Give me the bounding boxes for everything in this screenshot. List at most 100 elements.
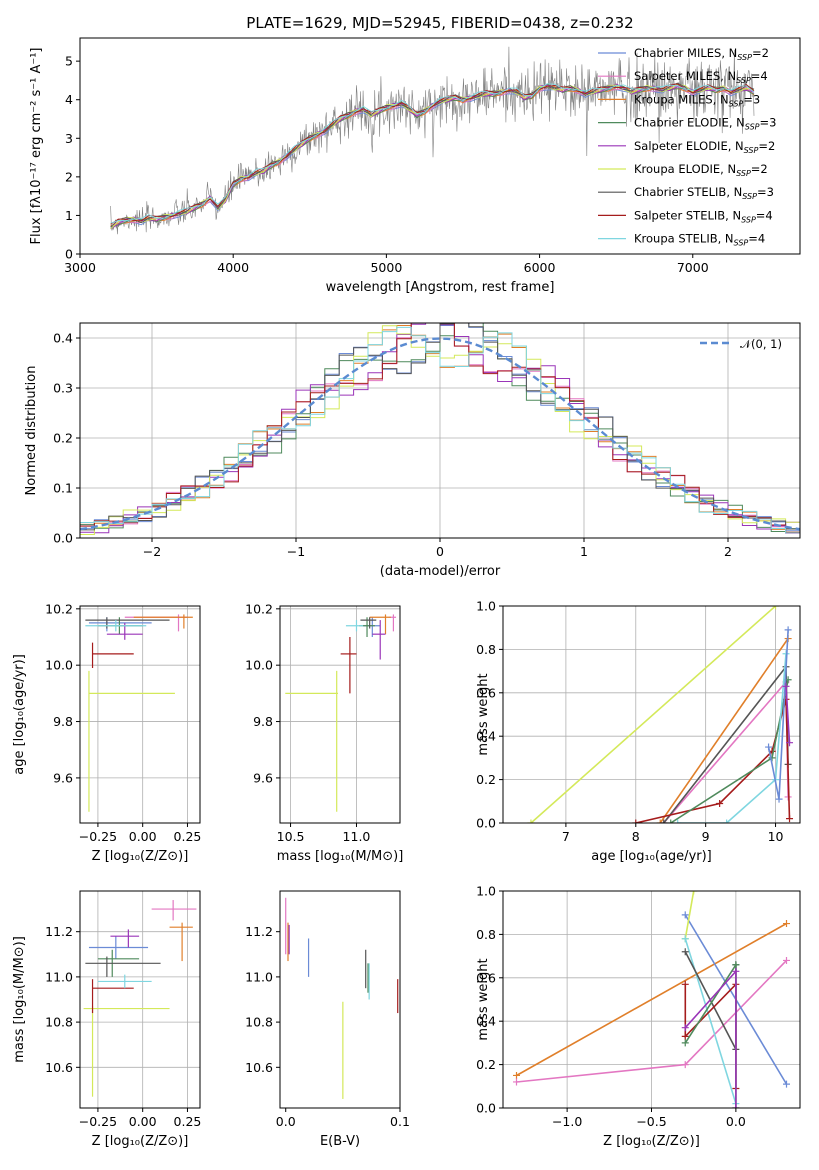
y-tick-label: 0.2 [476, 1057, 496, 1072]
mass-weight-point-chabrier_elodie [681, 1039, 689, 1047]
mass-weight-point-salpeter_elodie [681, 1024, 689, 1032]
x-tick-label: 0.1 [390, 1114, 410, 1129]
y-tick-label: 0.2 [53, 431, 73, 446]
mass-weight-point-salpeter_elodie [732, 967, 740, 975]
residual-histogram-salpeter_stelib [80, 323, 800, 533]
axes-frame [279, 890, 401, 1109]
y-tick-label: 11.0 [245, 969, 273, 984]
x-tick-label: 3000 [64, 260, 96, 275]
y-tick-label: 3 [65, 131, 73, 146]
axes-frame [502, 605, 801, 824]
mass-weight-line-kroupa_stelib [684, 938, 737, 1104]
mass-weight-point-salpeter_stelib [681, 980, 689, 988]
mass-weight-line-kroupa_elodie [684, 891, 695, 939]
mass-weight-point-kroupa_stelib [681, 935, 689, 943]
x-tick-label: 9 [702, 829, 710, 844]
plot-area-age-vs-mass [285, 614, 397, 812]
x-tick-label: 8 [632, 829, 640, 844]
mass-weight-point-chabrier_miles [681, 911, 689, 919]
x-tick-label: 0.25 [174, 829, 202, 844]
plot-area-spectrum [110, 46, 755, 235]
legend-entry: Salpeter ELODIE, NSSP=2 [634, 139, 775, 155]
spectrum-legend: Chabrier MILES, NSSP=2 Salpeter MILES, NS… [598, 46, 776, 248]
panel-age-vs-mass: 10.5 11.0 9.6 9.8 10.0 10.2 mass [log₁₀(M/M⊙)] [245, 601, 403, 864]
y-tick-label: 0.6 [476, 685, 496, 700]
mass-weight-line-kroupa_miles [516, 922, 787, 1077]
figure-title: PLATE=1629, MJD=52945, FIBERID=0438, z=0… [246, 14, 633, 32]
model-spectrum-salpeter_stelib [110, 83, 755, 225]
y-tick-label: 0.4 [476, 1014, 496, 1029]
y-tick-label: 10.0 [245, 658, 273, 673]
y-tick-label: 0.0 [53, 531, 73, 546]
x-axis-label: Z [log₁₀(Z/Z⊙)] [92, 1134, 189, 1149]
y-tick-label: 1 [65, 208, 73, 223]
mass-weight-point-kroupa_stelib [674, 819, 682, 823]
gaussian-curve [80, 337, 800, 531]
x-tick-label: 0 [436, 544, 444, 559]
y-tick-label: 0.3 [53, 381, 73, 396]
mass-weight-point-chabrier_elodie [667, 819, 675, 823]
y-tick-label: 0.2 [476, 772, 496, 787]
mass-weight-point-salpeter_stelib [632, 819, 640, 823]
plot-area-mass-vs-Z [83, 900, 197, 1097]
legend-entry: Salpeter STELIB, NSSP=4 [634, 208, 773, 224]
mass-weight-point-chabrier_miles [784, 626, 792, 634]
panel-mass-weight-vs-Z: −1.0 −0.5 0.0 0.0 0.2 0.4 0.6 0.8 1.0 Z [log₁₀(Z/… [476, 884, 801, 1149]
mass-weight-point-salpeter_stelib [681, 1032, 689, 1040]
axes-frame [79, 890, 201, 1109]
mass-weight-point-salpeter_elodie [782, 682, 790, 690]
axes-frame [79, 322, 801, 539]
mass-weight-point-chabrier_stelib [660, 819, 668, 823]
mass-weight-point-chabrier_miles [783, 1080, 790, 1088]
x-tick-label: −2 [143, 544, 161, 559]
mass-weight-point-chabrier_miles [775, 795, 783, 803]
y-tick-label: 0.8 [476, 642, 496, 657]
legend-entry: Chabrier ELODIE, NSSP=3 [634, 116, 776, 132]
y-tick-label: 10.2 [45, 601, 73, 616]
x-tick-label: −0.25 [79, 1114, 117, 1129]
x-tick-label: −0.5 [636, 1114, 666, 1129]
y-tick-label: 11.2 [245, 924, 273, 939]
legend-entry: Chabrier MILES, NSSP=2 [634, 46, 769, 62]
x-axis-label: E(B-V) [320, 1134, 360, 1149]
y-axis-label: Flux [fλ10⁻¹⁷ erg cm⁻² s⁻¹ A⁻¹] [29, 48, 44, 245]
y-axis-label: age [log₁₀(age/yr)] [12, 654, 27, 775]
mass-weight-line-kroupa_stelib [677, 653, 787, 823]
x-tick-label: 10 [768, 829, 784, 844]
mass-weight-point-salpeter_miles [783, 956, 790, 964]
x-tick-label: 5000 [370, 260, 402, 275]
mass-weight-line-kroupa_miles [659, 638, 789, 823]
mass-weight-point-kroupa_elodie [690, 891, 698, 895]
y-tick-label: 10.2 [245, 601, 273, 616]
x-tick-label: 0.00 [129, 829, 157, 844]
mass-weight-point-salpeter_elodie [732, 1104, 740, 1108]
y-tick-label: 0 [65, 247, 73, 262]
x-tick-label: 6000 [524, 260, 556, 275]
x-tick-label: −1.0 [552, 1114, 582, 1129]
y-tick-label: 0.6 [476, 970, 496, 985]
x-tick-label: 1 [580, 544, 588, 559]
x-tick-label: 10.5 [277, 829, 305, 844]
y-tick-label: 9.8 [53, 714, 73, 729]
legend-entry: 𝒩(0, 1) [740, 337, 782, 351]
y-tick-label: 4 [65, 92, 73, 107]
y-tick-label: 10.8 [45, 1015, 73, 1030]
mass-weight-point-kroupa_miles [656, 819, 664, 823]
mass-weight-point-chabrier_stelib [681, 948, 689, 956]
y-tick-label: 10.6 [45, 1060, 73, 1075]
y-tick-label: 0.4 [53, 331, 73, 346]
mass-weight-point-salpeter_elodie [786, 739, 794, 747]
y-tick-label: 9.6 [253, 770, 273, 785]
y-tick-label: 5 [65, 54, 73, 69]
y-tick-label: 0.0 [476, 816, 496, 831]
mass-weight-point-salpeter_miles [681, 1061, 689, 1069]
y-tick-label: 10.8 [245, 1015, 273, 1030]
mass-weight-line-kroupa_elodie [530, 606, 777, 823]
axes-frame [79, 605, 201, 824]
x-tick-label: 0.0 [726, 1114, 746, 1129]
x-tick-label: 0.00 [129, 1114, 157, 1129]
y-tick-label: 1.0 [476, 599, 496, 614]
residual-histogram-kroupa_stelib [80, 326, 800, 534]
